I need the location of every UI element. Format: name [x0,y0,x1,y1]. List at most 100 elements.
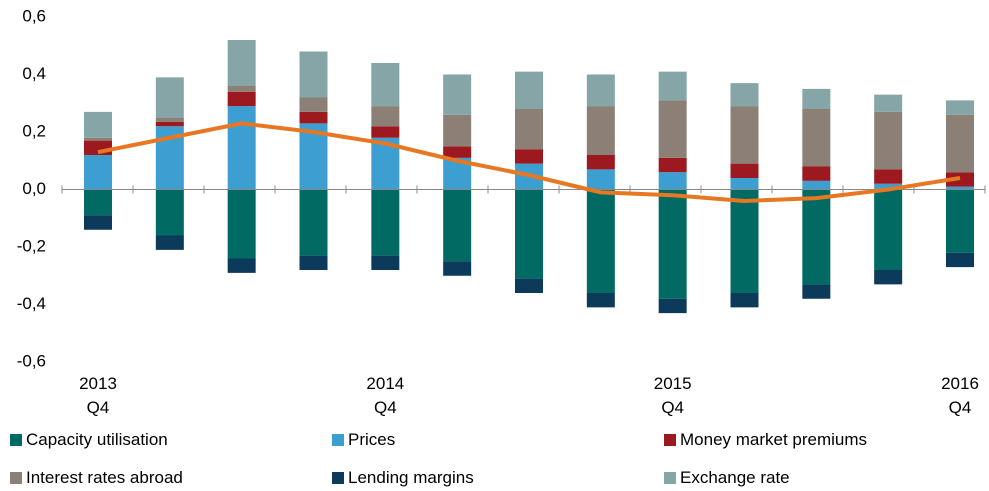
y-tick-label: 0,2 [22,121,46,140]
bar-segment [371,255,400,270]
bar-segment [658,189,687,299]
legend-item: Exchange rate [664,468,790,488]
x-tick-label: 2015 Q4 [653,374,692,417]
bar-segment [371,106,400,127]
legend-item: Prices [332,430,395,450]
legend-label: Capacity utilisation [26,430,168,449]
bar-segment [84,140,112,155]
bar-segment [946,252,974,268]
bar-segment [874,111,903,170]
bar-segment [874,183,903,190]
bar-segment [371,189,400,256]
y-tick-label: 0,0 [22,179,46,198]
x-tick-label: 2013 Q4 [79,374,117,417]
bar-segment [658,172,687,190]
bar-segment [802,180,831,190]
bar-segment [155,77,184,118]
bar-segment [586,169,615,190]
bar-segment [84,137,112,141]
x-tick-label: 2016 Q4 [941,374,979,417]
bar-segment [371,63,400,107]
bar-segment [155,117,184,122]
bar-segment [227,86,256,92]
bar-segment [515,71,543,109]
legend-item: Capacity utilisation [10,430,168,450]
bar-segment [299,97,328,112]
bar-segment [802,284,831,299]
legend-swatch [332,434,344,446]
y-tick-label: -0,4 [17,294,46,313]
legend-swatch [332,472,344,484]
legend-label: Money market premiums [680,430,868,449]
total-line [97,121,961,203]
bar-segment [443,146,472,158]
legend-item: Interest rates abroad [10,468,183,488]
bar-segment [586,155,615,170]
bar-segment [658,157,687,173]
bar-segment [946,114,974,173]
bar-segment [586,293,615,308]
bar-segment [874,169,903,184]
bar-segment [874,270,903,285]
bar-segment [227,91,256,107]
bar-segment [730,83,759,107]
bar-segment [227,106,256,190]
bar-segment [586,74,615,107]
bar-segment [299,255,328,270]
bar-segment [946,100,974,115]
bar-segment [515,149,543,164]
bar-segment [730,293,759,308]
legend-item: Lending margins [332,468,474,488]
bar-segment [730,163,759,178]
bar-segment [299,51,328,98]
legend-swatch [664,434,676,446]
bar-segment [802,166,831,181]
bar-segment [155,189,184,236]
bar-segment [658,100,687,158]
legend-swatch [664,472,676,484]
legend-swatch [10,434,22,446]
legend-item: Money market premiums [664,430,867,450]
bar-segment [515,278,543,293]
bar-segment [84,111,112,138]
bar-segment [443,74,472,115]
bar-segment [84,155,112,190]
bar-segment [227,189,256,259]
bar-segment [227,40,256,86]
y-tick-label: 0,6 [22,6,46,25]
bar-segment [874,189,903,270]
legend-label: Interest rates abroad [26,468,183,487]
bar-segment [802,88,831,109]
bar-segment [946,189,974,253]
bar-segment [155,121,184,127]
y-tick-label: -0,2 [17,236,46,255]
bar-segment [802,189,831,285]
bar-segment [586,106,615,155]
bar-segment [658,71,687,101]
legend-label: Prices [348,430,396,449]
legend-label: Lending margins [348,468,474,487]
y-tick-label: -0,6 [17,351,46,370]
bar-segment [515,189,543,279]
bar-segment [84,215,112,230]
x-tick-label: 2014 Q4 [366,374,405,417]
bar-segment [515,109,543,150]
y-tick-label: 0,4 [22,64,46,83]
bar-segment [730,178,759,190]
bar-segment [730,189,759,293]
bar-segment [299,189,328,256]
bar-segment [227,258,256,273]
bar-segment [371,126,400,138]
legend-swatch [10,472,22,484]
bar-segment [874,94,903,112]
bar-segment [730,106,759,164]
bar-segment [586,189,615,293]
bar-segment [84,189,112,216]
bar-segment [299,111,328,124]
bar-segment [155,235,184,250]
bar-segment [443,261,472,276]
bar-segment [946,186,974,190]
bar-segment [658,298,687,314]
